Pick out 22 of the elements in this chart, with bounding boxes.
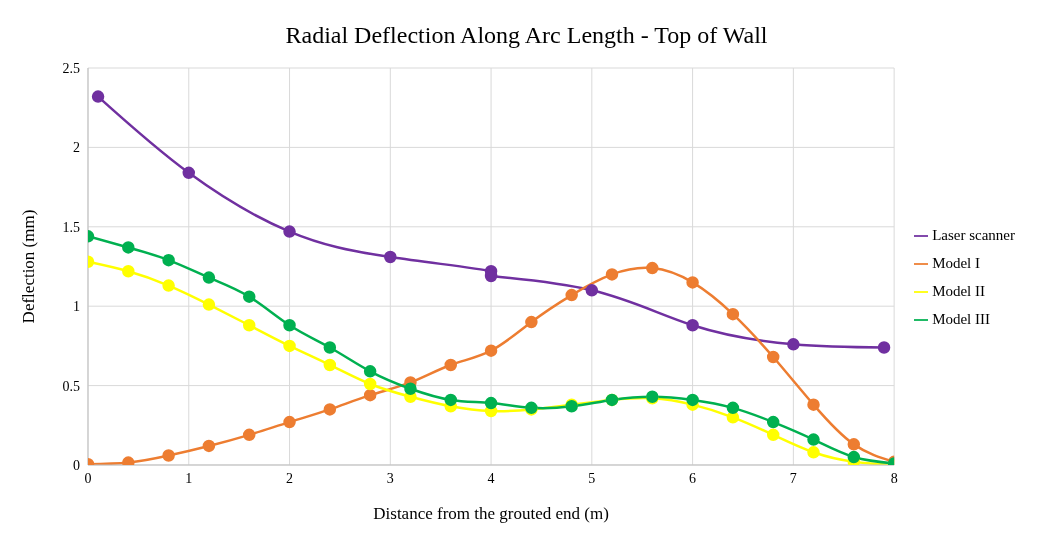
y-tick-label: 0.5 bbox=[62, 378, 80, 394]
x-tick-label: 4 bbox=[487, 470, 495, 486]
x-tick-label: 5 bbox=[588, 470, 596, 486]
y-tick-label: 1.5 bbox=[62, 219, 80, 235]
legend-label: Model III bbox=[932, 310, 991, 327]
x-tick-label: 2 bbox=[286, 470, 294, 486]
x-tick-label: 1 bbox=[185, 470, 193, 486]
y-tick-label: 1 bbox=[73, 299, 80, 315]
legend-label: Model I bbox=[932, 254, 981, 271]
legend-label: Model II bbox=[932, 282, 986, 299]
y-tick-label: 0 bbox=[73, 457, 80, 473]
chart-title: Radial Deflection Along Arc Length - Top of Wall bbox=[284, 22, 769, 49]
x-tick-label: 3 bbox=[386, 470, 394, 486]
x-tick-label: 7 bbox=[789, 470, 797, 486]
y-axis-title: Deflection (mm) bbox=[19, 209, 39, 324]
x-tick-label: 8 bbox=[890, 470, 898, 486]
y-tick-label: 2.5 bbox=[62, 60, 80, 76]
x-axis-title: Distance from the grouted end (m) bbox=[373, 504, 609, 523]
legend-label: Laser scanner bbox=[932, 226, 1015, 243]
x-tick-label: 6 bbox=[689, 470, 697, 486]
x-tick-label: 0 bbox=[84, 470, 92, 486]
y-tick-label: 2 bbox=[73, 140, 80, 156]
